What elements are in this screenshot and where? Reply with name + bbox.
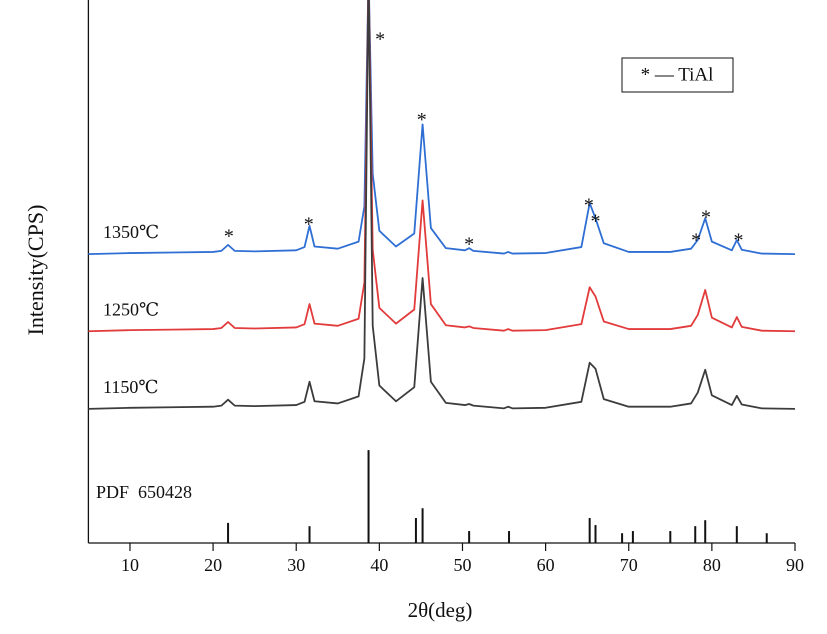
x-tick-label: 60 — [537, 555, 555, 575]
series-label: 1150℃ — [103, 377, 158, 397]
x-tick-label: 40 — [370, 555, 388, 575]
series-line — [88, 0, 796, 410]
reference-label: PDF 650428 — [96, 482, 192, 502]
series-label: 1350℃ — [103, 222, 159, 242]
legend-text: * — TiAl — [641, 64, 714, 85]
series-line — [88, 0, 796, 333]
peak-marker: * — [464, 234, 474, 256]
x-axis-title: 2θ(deg) — [408, 598, 473, 622]
legend-box — [621, 57, 734, 93]
peak-marker: * — [584, 195, 594, 217]
x-tick-label: 70 — [620, 555, 638, 575]
series-line — [88, 0, 796, 256]
plot-area — [88, 0, 796, 410]
peak-marker: * — [304, 214, 314, 236]
peak-marker: * — [733, 229, 743, 251]
peak-marker: * — [417, 109, 427, 131]
peak-marker: * — [691, 229, 701, 251]
x-tick-label: 80 — [703, 555, 721, 575]
peak-marker: * — [701, 207, 711, 229]
y-axis-title: Intensity(CPS) — [23, 205, 48, 336]
peak-marker: * — [375, 28, 385, 50]
x-tick-label: 50 — [453, 555, 471, 575]
x-tick-label: 10 — [121, 555, 139, 575]
x-tick-label: 20 — [204, 555, 222, 575]
x-tick-label: 90 — [786, 555, 804, 575]
series-label: 1250℃ — [103, 299, 159, 319]
peak-marker: * — [590, 210, 600, 232]
peak-marker: * — [224, 226, 234, 248]
x-tick-label: 30 — [287, 555, 305, 575]
